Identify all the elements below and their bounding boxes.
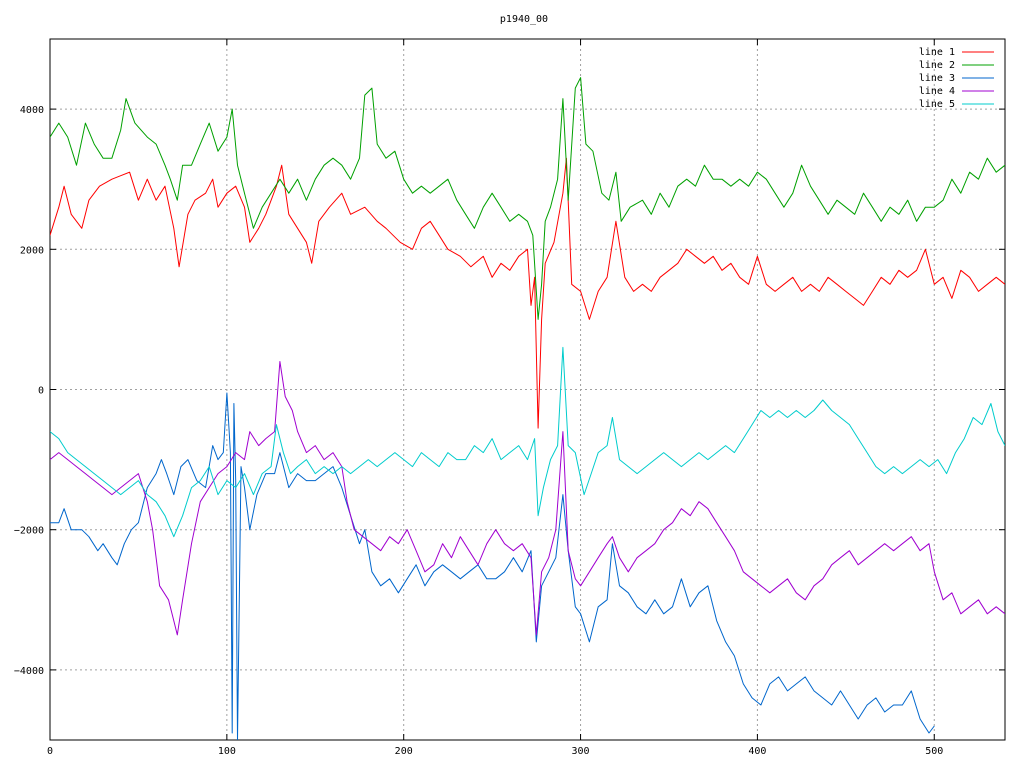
y-tick-label: 4000 [20,105,44,116]
series-line-3 [50,392,935,740]
series-line-5 [50,346,1005,538]
series-line-4 [50,361,1005,636]
legend-label-4: line 4 [919,86,955,97]
x-tick-label: 200 [395,746,413,757]
x-tick-label: 300 [572,746,590,757]
series-line-1 [50,157,1005,429]
grid-lines [50,39,1005,740]
series-line-2 [50,77,1005,320]
x-tick-label: 400 [748,746,766,757]
legend: line 1 line 2 line 3 line 4 line 5 [919,47,994,110]
y-tick-label: −4000 [14,666,44,677]
series-lines [50,77,1005,740]
legend-label-5: line 5 [919,99,955,110]
axes: 0 100 200 300 400 500 −4000 −2000 0 2000 4000 [14,38,1006,757]
legend-label-2: line 2 [919,60,955,71]
x-tick-label: 100 [218,746,236,757]
legend-label-1: line 1 [919,47,955,58]
x-tick-label: 0 [47,746,53,757]
chart-title: p1940_00 [500,14,548,25]
y-tick-label: −2000 [14,526,44,537]
y-tick-label: 0 [38,386,44,397]
y-tick-label: 2000 [20,245,44,256]
legend-label-3: line 3 [919,73,955,84]
x-tick-label: 500 [925,746,943,757]
